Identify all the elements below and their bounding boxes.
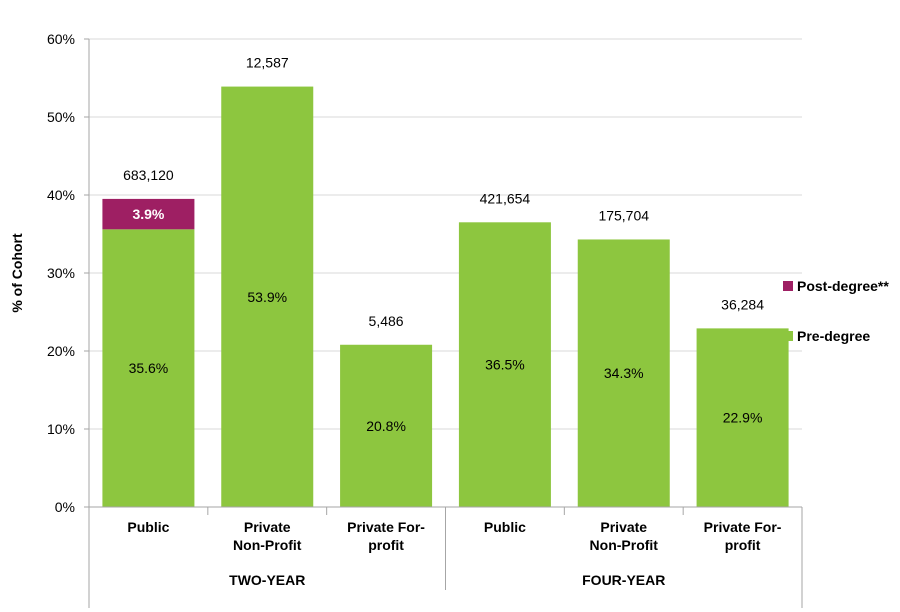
bar-value-label: 36.5% (485, 357, 525, 373)
x-tick-label: Private For- (704, 519, 782, 535)
x-tick-label: Private (600, 519, 647, 535)
x-tick-label: Private (244, 519, 291, 535)
y-axis: 0% 10% 20% 30% 40% 50% 60% (47, 31, 90, 515)
bar-total-label: 683,120 (123, 167, 174, 183)
legend: Post-degree** Pre-degree (783, 278, 889, 344)
legend-swatch (783, 331, 793, 341)
x-tick-label: profit (368, 537, 404, 553)
y-tick-label: 0% (55, 499, 75, 515)
bar-value-label: 35.6% (129, 360, 169, 376)
bar-value-label: 53.9% (247, 289, 287, 305)
x-tick-label: profit (725, 537, 761, 553)
y-tick-label: 10% (47, 421, 75, 437)
bar-total-label: 175,704 (598, 207, 649, 223)
bar-total-label: 12,587 (246, 55, 289, 71)
bar-total-label: 421,654 (480, 190, 531, 206)
y-tick-label: 40% (47, 187, 75, 203)
bar-value-label: 34.3% (604, 365, 644, 381)
y-tick-label: 50% (47, 109, 75, 125)
legend-label: Post-degree** (797, 278, 889, 294)
y-tick-label: 60% (47, 31, 75, 47)
legend-label: Pre-degree (797, 328, 870, 344)
y-axis-label: % of Cohort (9, 233, 25, 313)
x-tick-label: Non-Profit (233, 537, 302, 553)
bar-value-label: 20.8% (366, 418, 406, 434)
x-tick-label: Public (127, 519, 169, 535)
bar-segment (221, 86, 314, 507)
bar-value-label: 3.9% (132, 206, 164, 222)
x-tick-label: Private For- (347, 519, 425, 535)
x-tick-label: Non-Profit (590, 537, 659, 553)
bar-segment (458, 222, 551, 508)
group-label: FOUR-YEAR (582, 572, 665, 588)
bar-segment (102, 198, 195, 230)
bar-segment (340, 344, 433, 507)
bar-segment (696, 328, 789, 507)
y-tick-label: 30% (47, 265, 75, 281)
bar-segment (577, 239, 670, 507)
bar-total-label: 36,284 (721, 296, 764, 312)
x-axis: Public Private Non-Profit Private For-profi… (88, 506, 803, 608)
bars: 35.6% 3.9% 683,120 53.9% 12,587 20.8% 5,486 36.… (102, 55, 789, 508)
bar-total-label: 5,486 (369, 313, 404, 329)
group-label: TWO-YEAR (229, 572, 305, 588)
x-tick-label: Public (484, 519, 526, 535)
bar-value-label: 22.9% (723, 410, 763, 426)
bar-segment (102, 229, 195, 507)
legend-swatch (783, 281, 793, 291)
gridlines (89, 38, 802, 430)
y-tick-label: 20% (47, 343, 75, 359)
